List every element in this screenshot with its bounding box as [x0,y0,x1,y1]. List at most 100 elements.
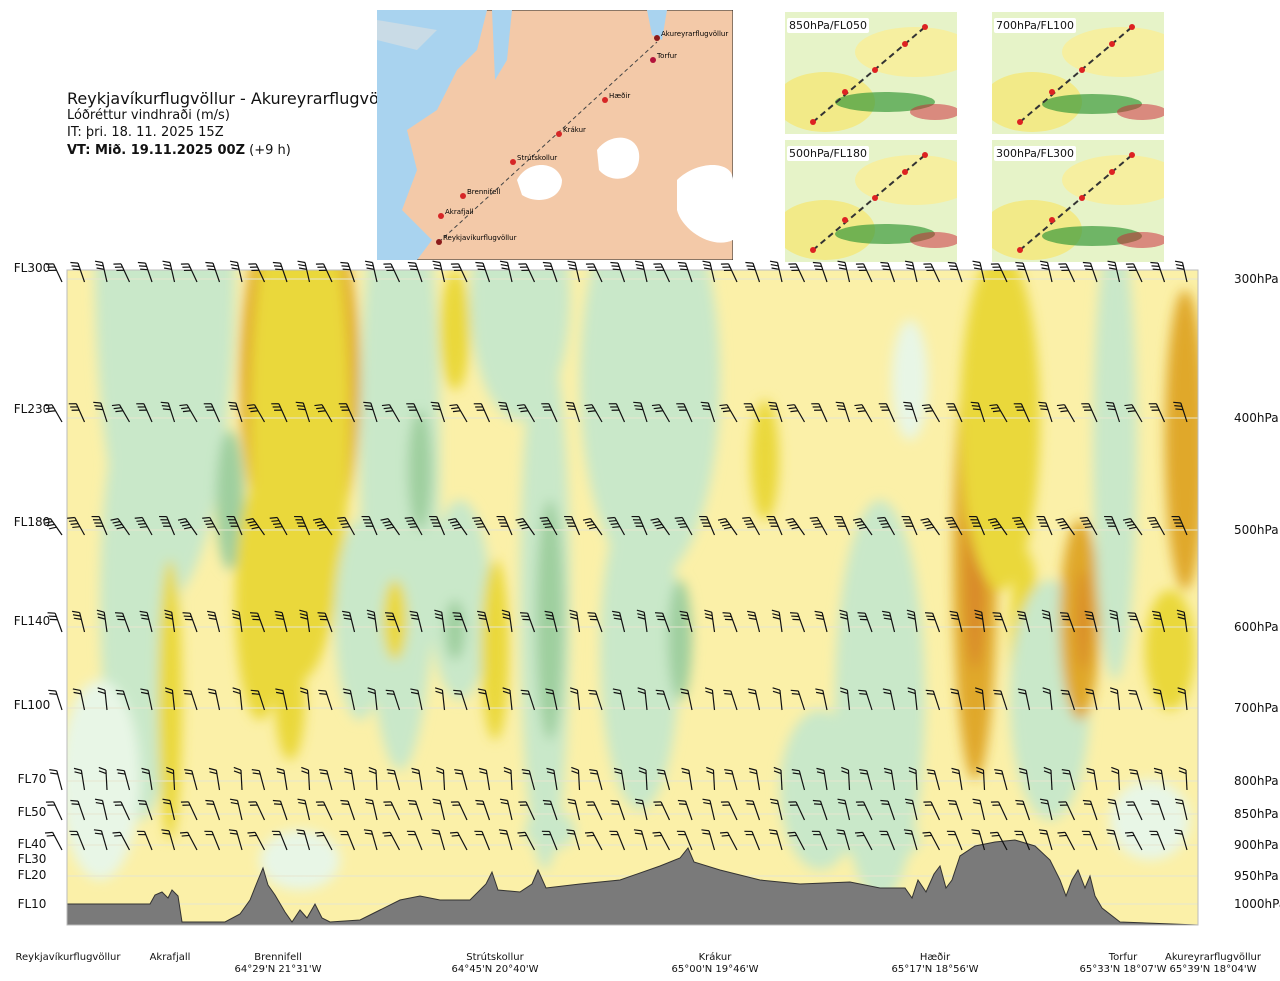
wind-barb [1104,515,1121,536]
wind-barb [585,801,603,821]
wind-barb [272,261,288,283]
wind-barb [1152,610,1166,633]
wind-barb [1038,401,1053,423]
wind-barb [837,798,851,821]
wind-barb [787,831,806,851]
wind-barb [745,261,761,283]
wind-barb [785,518,805,536]
wind-barb [180,263,198,283]
wind-barb [248,801,266,821]
wind-barb [1107,260,1121,283]
wind-barb [1173,401,1188,423]
wind-barb [111,404,131,423]
wind-barb [342,688,356,711]
wind-barb [1173,829,1188,851]
wind-barb [520,689,536,711]
level-panel-label: 300hPa/FL300 [994,146,1077,161]
map-waypoint-dot [602,97,608,103]
wind-barb [136,830,153,851]
wind-barb [652,831,671,851]
wind-barb [274,610,288,633]
wind-barb [700,401,716,423]
wind-barb [882,610,896,633]
wind-barb [923,801,941,821]
wind-barb [1015,261,1031,283]
wind-barb [1014,830,1031,851]
wind-barb [880,261,896,283]
wind-barb [1081,403,1098,423]
wind-barb [516,404,536,423]
wind-barb [276,767,288,791]
waypoint-label: Akrafjall [150,952,191,963]
wind-barb [834,515,851,536]
wind-barb [748,767,761,791]
wind-barb [91,515,108,536]
wind-barb [70,799,86,821]
wind-barb [1058,263,1076,283]
wind-barb [1039,798,1053,821]
wind-barb [993,689,1008,711]
wind-barb [411,767,423,791]
wind-barb [903,829,918,851]
wind-barb [385,612,401,633]
waypoint-label: Akureyrarflugvöllur [1165,952,1262,963]
wind-barb [1057,831,1076,851]
wind-barbs [42,260,1188,851]
wind-barb [295,401,311,423]
wind-barb [386,769,401,791]
waypoint-coord: 64°45'N 20°40'W [452,964,539,975]
wind-barb [367,687,378,711]
wind-barb [947,799,963,821]
flight-level-label: FL10 [18,897,47,911]
wind-barb [1150,261,1166,283]
wind-barb [903,401,918,423]
wind-barb [926,769,941,791]
wind-barb [246,404,266,423]
wind-barb [474,830,491,851]
wind-barb [584,404,603,423]
wind-barb [989,404,1008,423]
wind-barb [343,767,356,791]
wind-barb [429,515,446,536]
wind-barb [768,401,783,423]
flight-level-label: FL30 [18,852,47,866]
wind-barb [723,689,738,711]
wind-barb [699,515,716,536]
pressure-level-label: 850hPa [1234,807,1279,821]
wind-barb [380,518,400,536]
wind-barb [473,403,491,423]
wind-barb [299,609,311,633]
wind-barb [541,830,558,851]
wind-barb [247,831,266,851]
wind-barb [272,799,288,821]
wind-barb [809,516,828,536]
wind-barb [680,688,693,711]
wind-barb [501,609,513,633]
wind-barb [706,766,716,791]
wind-barb [269,516,288,536]
wind-barb [679,610,693,633]
wind-barb [990,263,1008,283]
wind-barb [814,610,828,633]
wind-barb [475,261,491,283]
wind-barb [907,687,918,711]
wind-barb [747,610,761,633]
waypoint-label: Strútskollur [466,951,524,963]
wind-barb [472,516,491,536]
terrain-profile [67,839,1198,925]
pressure-level-label: 1000hPa [1234,897,1280,911]
wind-barb [161,829,176,851]
wind-barb [228,401,243,423]
wind-barb [923,263,941,283]
wind-barb [788,263,806,283]
wind-barb [719,404,738,423]
wind-barb [136,403,153,423]
wind-barb [498,401,513,423]
flight-level-label: FL230 [14,402,51,416]
wind-barb [1082,799,1098,821]
wind-barb [812,261,828,283]
wind-barb [946,403,963,423]
wind-barb [719,831,738,851]
wind-barb [1122,518,1143,536]
wind-barb [1129,769,1143,791]
